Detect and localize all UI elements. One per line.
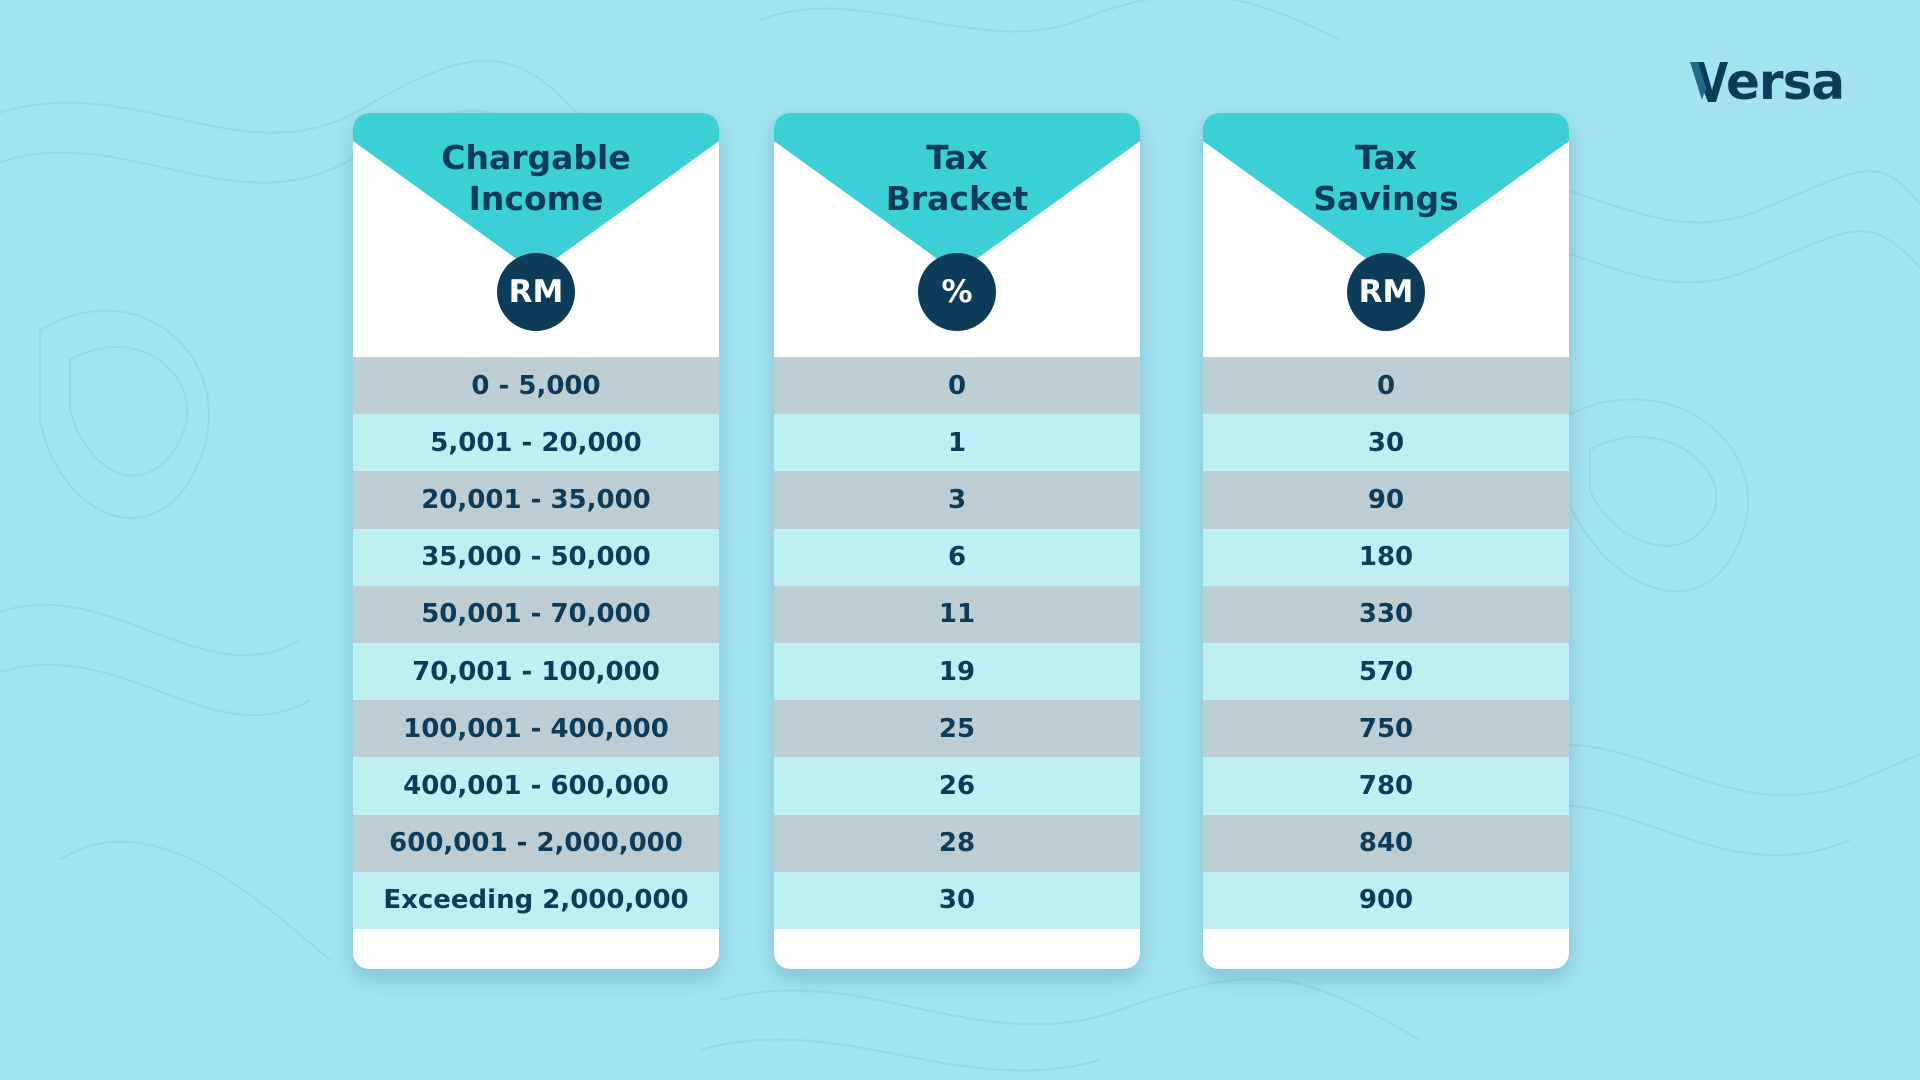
column-header: Tax Savings RM (1203, 113, 1569, 357)
table-cell: 30 (1203, 414, 1569, 472)
table-cell: 70,001 - 100,000 (353, 642, 719, 701)
table-cell: 11 (774, 585, 1140, 643)
table-cell: 90 (1203, 471, 1569, 529)
table-cell: 3 (774, 471, 1140, 529)
header-triangle-shape (774, 113, 1140, 273)
table-cell: 330 (1203, 585, 1569, 643)
table-cell: 750 (1203, 700, 1569, 758)
column-rows: 0 - 5,000 5,001 - 20,000 20,001 - 35,000… (353, 357, 719, 929)
unit-badge: RM (497, 253, 575, 331)
column-rows: 0 30 90 180 330 570 750 780 840 900 (1203, 357, 1569, 929)
table-cell: 900 (1203, 871, 1569, 929)
table-cell: 840 (1203, 814, 1569, 872)
column-header: Tax Bracket % (774, 113, 1140, 357)
column-title-line-2: Income (468, 179, 604, 218)
table-cell: 25 (774, 700, 1140, 758)
versa-v-mark-icon (1690, 62, 1728, 102)
table-cell: 6 (774, 528, 1140, 586)
column-card-tax-bracket: Tax Bracket % 0 1 3 6 11 19 25 26 28 30 (774, 113, 1140, 969)
column-title: Chargable Income (353, 137, 719, 219)
table-cell: 0 (1203, 357, 1569, 415)
table-cell: 1 (774, 414, 1140, 472)
header-triangle-shape (353, 113, 719, 273)
column-title: Tax Savings (1203, 137, 1569, 219)
table-cell: Exceeding 2,000,000 (353, 871, 719, 929)
unit-badge: % (918, 253, 996, 331)
unit-badge: RM (1347, 253, 1425, 331)
table-cell: 19 (774, 642, 1140, 701)
column-header: Chargable Income RM (353, 113, 719, 357)
table-cell: 20,001 - 35,000 (353, 471, 719, 529)
table-cell: 0 - 5,000 (353, 357, 719, 415)
table-cell: 35,000 - 50,000 (353, 528, 719, 586)
column-card-tax-savings: Tax Savings RM 0 30 90 180 330 570 750 7… (1203, 113, 1569, 969)
table-cell: 5,001 - 20,000 (353, 414, 719, 472)
table-cell: 26 (774, 757, 1140, 815)
header-triangle-shape (1203, 113, 1569, 273)
column-card-chargable-income: Chargable Income RM 0 - 5,000 5,001 - 20… (353, 113, 719, 969)
table-cell: 50,001 - 70,000 (353, 585, 719, 643)
table-cell: 180 (1203, 528, 1569, 586)
column-title-line-1: Tax (1355, 138, 1417, 177)
column-title-line-1: Chargable (441, 138, 631, 177)
table-cell: 30 (774, 871, 1140, 929)
table-cell: 400,001 - 600,000 (353, 757, 719, 815)
table-cell: 570 (1203, 642, 1569, 701)
logo-text: ersa (1726, 53, 1845, 111)
versa-logo: ersa (1690, 52, 1866, 112)
table-cell: 780 (1203, 757, 1569, 815)
table-cell: 28 (774, 814, 1140, 872)
column-title-line-1: Tax (926, 138, 988, 177)
column-rows: 0 1 3 6 11 19 25 26 28 30 (774, 357, 1140, 929)
table-cell: 0 (774, 357, 1140, 415)
column-title-line-2: Bracket (885, 179, 1029, 218)
column-title: Tax Bracket (774, 137, 1140, 219)
column-title-line-2: Savings (1313, 179, 1459, 218)
table-cell: 100,001 - 400,000 (353, 700, 719, 758)
table-cell: 600,001 - 2,000,000 (353, 814, 719, 872)
